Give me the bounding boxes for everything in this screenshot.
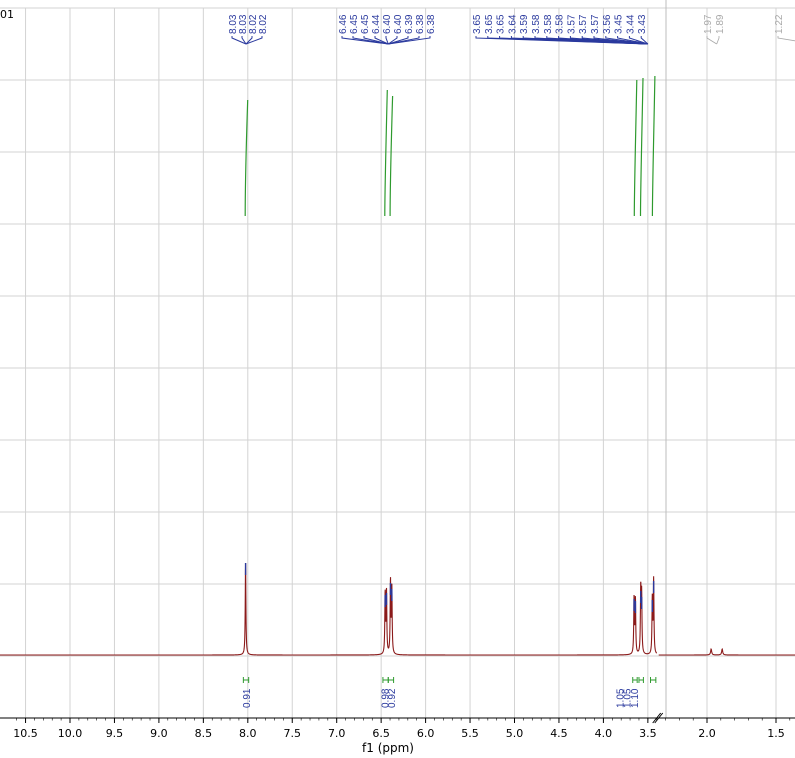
integral-value: 0.98 xyxy=(381,688,392,708)
x-tick-label: 8.0 xyxy=(239,727,257,740)
peak-label: 3.44 xyxy=(625,14,636,34)
x-tick-label: 5.5 xyxy=(461,727,479,740)
peak-labels: 8.03 8.03 8.02 8.02 6.46 6.45 6.45 6.44 6.40 6.40… xyxy=(228,14,795,45)
peak-label: 6.40 xyxy=(382,14,393,34)
x-tick-label: 6.0 xyxy=(417,727,435,740)
peak-label: 1.89 xyxy=(715,14,726,34)
peak-label: 6.38 xyxy=(415,14,426,34)
peak-label: 3.65 xyxy=(484,14,495,34)
peak-label: 3.58 xyxy=(543,14,554,34)
peak-label: 1.97 xyxy=(703,14,714,34)
peak-label-leader xyxy=(716,36,720,45)
integral-curve xyxy=(244,99,249,217)
integral-labels: 0.91 0.980.92 1.051.051.10 xyxy=(242,677,657,708)
peak-label-leader xyxy=(374,36,389,45)
peak-label: 6.40 xyxy=(393,14,404,34)
peak-label-leader xyxy=(341,36,389,45)
peak-label: 3.43 xyxy=(637,14,648,34)
x-tick-label: 3.5 xyxy=(639,727,657,740)
x-tick-label: 8.5 xyxy=(195,727,213,740)
peak-label: 8.03 xyxy=(238,14,249,34)
peak-label: 3.56 xyxy=(602,14,613,34)
peak-label: 3.58 xyxy=(531,14,542,34)
peak-label: 3.65 xyxy=(496,14,507,34)
peak-label: 3.45 xyxy=(614,14,625,34)
peak-label-leader xyxy=(245,36,253,45)
x-tick-label: 5.0 xyxy=(506,727,524,740)
integral-curve xyxy=(633,79,638,217)
peak-label-leader xyxy=(617,36,648,45)
peak-label-leader xyxy=(593,36,648,45)
x-tick-label: 9.0 xyxy=(150,727,168,740)
spectrum-trace-left xyxy=(0,562,658,656)
spectrum-layer xyxy=(0,562,795,656)
x-tick-label: 7.0 xyxy=(328,727,346,740)
peak-label: 6.39 xyxy=(404,14,415,34)
x-tick-label: 10.5 xyxy=(13,727,38,740)
integral-curve xyxy=(639,77,644,217)
peak-label-leader xyxy=(388,36,431,45)
peak-label: 3.64 xyxy=(507,14,518,34)
peak-label-leader xyxy=(352,36,389,45)
integral-value: 1.05 xyxy=(623,688,634,708)
integral-curves xyxy=(244,75,656,217)
peak-label-leader xyxy=(605,36,648,45)
x-axis-label: f1 (ppm) xyxy=(362,741,414,755)
spectrum-trace-right xyxy=(658,647,795,656)
peak-label: 3.59 xyxy=(519,14,530,34)
peak-label-leader xyxy=(241,36,247,45)
integral-value: 0.92 xyxy=(387,688,398,708)
x-tick-label: 2.0 xyxy=(698,727,716,740)
peak-label: 1.22 xyxy=(774,14,785,34)
axis-break-mark xyxy=(654,712,664,724)
grid-layer xyxy=(0,0,795,718)
peak-label-leader xyxy=(385,36,389,45)
peak-label: 8.03 xyxy=(228,14,239,34)
peak-label-leader xyxy=(640,36,649,45)
peak-label-leader xyxy=(777,36,795,42)
integral-value: 1.05 xyxy=(616,688,627,708)
peak-label: 6.46 xyxy=(338,14,349,34)
peak-label: 6.38 xyxy=(426,14,437,34)
peak-label-leader xyxy=(388,36,409,45)
peak-label-leader xyxy=(388,36,398,45)
peak-label-leader xyxy=(628,36,649,45)
corner-label: 01 xyxy=(0,8,14,21)
peak-label: 3.57 xyxy=(590,14,601,34)
peak-label-leader xyxy=(245,36,263,45)
peak-label: 8.02 xyxy=(258,14,269,34)
integral-curve xyxy=(384,89,388,217)
peak-label: 6.45 xyxy=(349,14,360,34)
x-tick-label: 4.5 xyxy=(550,727,568,740)
peak-label: 6.45 xyxy=(360,14,371,34)
peak-label-leader xyxy=(231,36,247,45)
integral-value: 0.91 xyxy=(242,688,253,708)
peak-label-leader xyxy=(706,36,717,45)
x-tick-label: 9.5 xyxy=(106,727,124,740)
peak-label-leader xyxy=(363,36,389,45)
integral-curve xyxy=(389,95,394,217)
x-axis: 10.5 10.0 9.5 9.0 8.5 8.0 7.5 7.0 6.5 6.0 5.5 5.0 4.… xyxy=(0,712,795,740)
x-tick-label: 6.5 xyxy=(372,727,390,740)
peak-label: 8.02 xyxy=(248,14,259,34)
integral-value: 1.10 xyxy=(630,688,641,708)
peak-label: 3.57 xyxy=(578,14,589,34)
peak-label: 3.65 xyxy=(472,14,483,34)
x-tick-label: 7.5 xyxy=(284,727,302,740)
peak-label: 6.44 xyxy=(371,14,382,34)
peak-label: 3.57 xyxy=(566,14,577,34)
peak-label: 3.58 xyxy=(555,14,566,34)
x-tick-label: 10.0 xyxy=(58,727,83,740)
x-tick-label: 4.0 xyxy=(595,727,613,740)
peak-label-leader xyxy=(388,36,420,45)
integral-curve xyxy=(651,75,656,217)
x-tick-label: 1.5 xyxy=(767,727,785,740)
